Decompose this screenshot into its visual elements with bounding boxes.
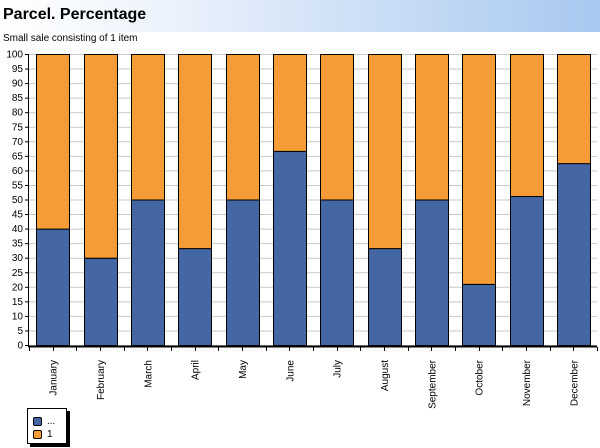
y-tick-label-0: 0	[17, 341, 23, 352]
bar-february-series-1	[84, 257, 118, 347]
bar-november-series-2	[510, 54, 544, 198]
x-tick-label-february: February	[96, 360, 107, 400]
y-tick-label-35: 35	[12, 239, 24, 250]
legend: ... 1	[27, 408, 67, 444]
bar-march-series-1	[131, 199, 165, 346]
bar-april-series-2	[178, 54, 212, 250]
y-tick-label-25: 25	[12, 268, 24, 279]
bar-february-series-2	[84, 54, 118, 259]
x-tick-label-september: September	[427, 359, 438, 409]
title-bar: Parcel. Percentage	[0, 0, 600, 32]
y-tick-label-15: 15	[12, 297, 24, 308]
y-tick-label-30: 30	[12, 253, 24, 264]
bar-june-series-1	[273, 150, 307, 346]
bar-september-series-1	[415, 199, 449, 346]
y-tick-label-75: 75	[12, 122, 24, 133]
legend-label-series-2: 1	[47, 428, 53, 440]
y-tick-label-50: 50	[12, 195, 24, 206]
y-tick-label-20: 20	[12, 282, 24, 293]
bar-july-series-1	[320, 199, 354, 346]
bar-january-series-2	[36, 54, 70, 230]
legend-label-series-1: ...	[47, 415, 56, 427]
bar-october-series-2	[462, 54, 496, 285]
y-tick-label-80: 80	[12, 108, 24, 119]
chart-subtitle: Small sale consisting of 1 item	[3, 33, 138, 44]
legend-entry-series-2: 1	[33, 428, 53, 440]
y-tick-label-45: 45	[12, 210, 24, 221]
x-tick-label-november: November	[522, 359, 533, 406]
y-tick-label-100: 100	[6, 50, 23, 61]
chart-title: Parcel. Percentage	[3, 6, 147, 23]
bar-july-series-2	[320, 54, 354, 201]
bar-september-series-2	[415, 54, 449, 201]
x-tick-label-january: January	[49, 360, 60, 396]
x-tick-label-december: December	[569, 359, 580, 406]
bar-may-series-1	[226, 199, 260, 346]
bar-october-series-1	[462, 283, 496, 347]
x-tick-label-may: May	[238, 360, 249, 379]
legend-entry-series-1: ...	[33, 415, 55, 427]
y-tick-label-70: 70	[12, 137, 24, 148]
bar-december-series-1	[557, 163, 591, 346]
bar-may-series-2	[226, 54, 260, 201]
y-tick-label-10: 10	[12, 311, 24, 322]
x-tick-label-august: August	[380, 360, 391, 391]
x-tick-label-october: October	[475, 359, 486, 395]
bar-june-series-2	[273, 54, 307, 152]
bar-march-series-2	[131, 54, 165, 201]
y-tick-label-55: 55	[12, 180, 24, 191]
bar-august-series-2	[368, 54, 402, 250]
legend-swatch-series-1	[33, 416, 42, 426]
bar-november-series-1	[510, 196, 544, 346]
x-tick-label-march: March	[143, 360, 154, 388]
y-tick-label-85: 85	[12, 93, 24, 104]
y-tick-label-60: 60	[12, 166, 24, 177]
y-tick-label-65: 65	[12, 151, 24, 162]
x-tick-label-july: July	[333, 360, 344, 378]
y-tick-label-90: 90	[12, 79, 24, 90]
y-tick-label-5: 5	[17, 326, 23, 337]
x-tick-label-june: June	[285, 360, 296, 382]
legend-swatch-series-2	[33, 429, 42, 439]
bar-april-series-1	[178, 248, 212, 346]
y-tick-label-40: 40	[12, 224, 24, 235]
x-tick-label-april: April	[191, 360, 202, 380]
bar-january-series-1	[36, 228, 70, 347]
bar-december-series-2	[557, 54, 591, 165]
y-tick-label-95: 95	[12, 64, 24, 75]
bar-august-series-1	[368, 248, 402, 346]
